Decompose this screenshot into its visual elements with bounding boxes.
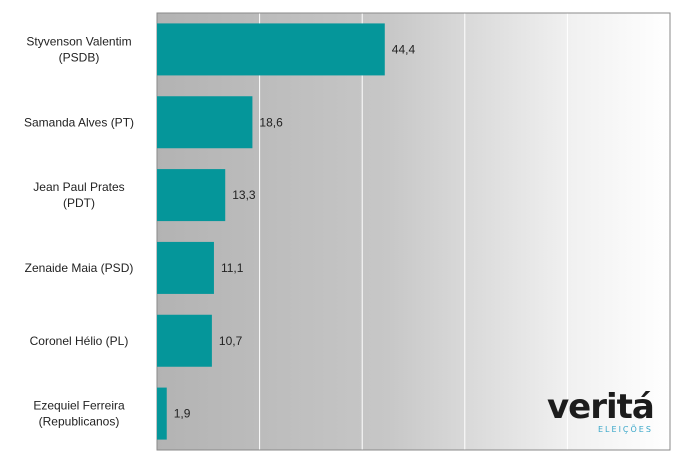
bar [157, 96, 253, 149]
bar [157, 241, 214, 294]
verita-logo: veritá ELEIÇÕES [547, 387, 655, 434]
category-label: (PDT) [63, 196, 95, 210]
data-label: 18,6 [259, 115, 283, 129]
bar [157, 314, 212, 367]
bar [157, 387, 167, 440]
logo-brand: veritá [547, 387, 654, 427]
plot-frame [156, 12, 671, 451]
data-label: 10,7 [219, 334, 243, 348]
category-label: Samanda Alves (PT) [24, 115, 134, 129]
data-label: 13,3 [232, 188, 256, 202]
category-label: Ezequiel Ferreira [33, 399, 125, 413]
category-label: (Republicanos) [39, 415, 120, 429]
plot-background [157, 13, 670, 450]
logo-subtitle: ELEIÇÕES [598, 423, 653, 434]
grid-lines [259, 13, 568, 450]
data-label: 1,9 [174, 407, 191, 421]
value-labels: 44,4 18,6 13,3 11,1 10,7 1,9 [174, 42, 416, 420]
category-label: Zenaide Maia (PSD) [25, 261, 134, 275]
data-label: 44,4 [392, 42, 416, 56]
data-label: 11,1 [221, 261, 244, 275]
category-label: Coronel Hélio (PL) [30, 334, 129, 348]
bar [157, 169, 226, 222]
category-label: Jean Paul Prates [33, 180, 124, 194]
bars-group [157, 23, 385, 440]
category-label: (PSDB) [59, 50, 100, 64]
bar [157, 23, 385, 76]
category-label: Styvenson Valentim [26, 34, 131, 48]
category-labels: Styvenson Valentim (PSDB) Samanda Alves (P… [24, 34, 134, 428]
